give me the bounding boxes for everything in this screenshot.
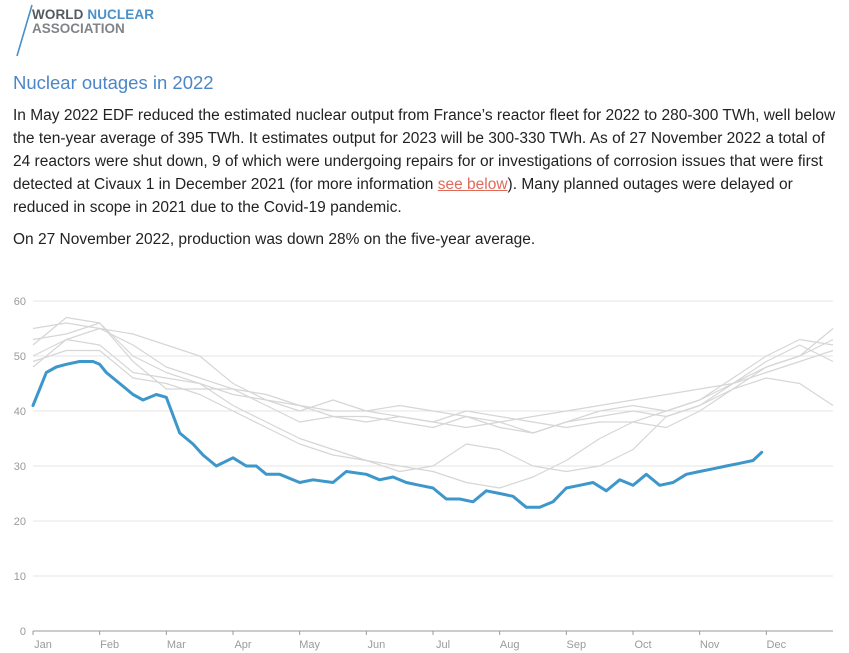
history-line-4: [32, 322, 834, 429]
x-tick-label-sep: Sep: [567, 639, 587, 651]
wna-logo[interactable]: WORLD NUCLEAR ASSOCIATION: [12, 4, 182, 58]
see-below-link[interactable]: see below: [437, 176, 508, 193]
x-tick-label-nov: Nov: [700, 639, 720, 651]
y-tick-label-10: 10: [14, 571, 26, 583]
history-line-6: [32, 338, 834, 489]
highlight-line-2022: [31, 360, 764, 509]
history-line-5: [32, 338, 834, 473]
x-tick-label-apr: Apr: [234, 639, 251, 651]
logo-wordmark-line2: ASSOCIATION: [32, 21, 125, 36]
logo-slash-mark: [16, 4, 33, 57]
section-title: Nuclear outages in 2022: [13, 72, 214, 93]
x-tick-label-jul: Jul: [436, 639, 450, 651]
summary-paragraph: On 27 November 2022, production was down…: [13, 231, 536, 248]
y-tick-label-20: 20: [14, 516, 26, 528]
intro-paragraph: In May 2022 EDF reduced the estimated nu…: [13, 107, 836, 216]
logo-wordmark-line1: WORLD NUCLEAR: [32, 7, 155, 22]
y-tick-label-50: 50: [14, 351, 26, 363]
x-tick-label-mar: Mar: [167, 639, 186, 651]
y-tick-label-0: 0: [20, 626, 26, 638]
history-line-3: [32, 316, 834, 423]
x-tick-label-oct: Oct: [634, 639, 651, 651]
y-tick-label-40: 40: [14, 406, 26, 418]
x-tick-label-dec: Dec: [767, 639, 787, 651]
x-tick-label-feb: Feb: [100, 639, 119, 651]
y-tick-label-30: 30: [14, 461, 26, 473]
x-tick-label-aug: Aug: [500, 639, 520, 651]
x-tick-label-jan: Jan: [34, 639, 52, 651]
y-tick-label-60: 60: [14, 296, 26, 308]
x-tick-label-may: May: [299, 639, 320, 651]
outage-line-chart: 0 10 20 30 40 50 60 Jan Feb Mar Apr May Jun Jul Aug Sep…: [14, 296, 834, 651]
x-tick-label-jun: Jun: [367, 639, 385, 651]
